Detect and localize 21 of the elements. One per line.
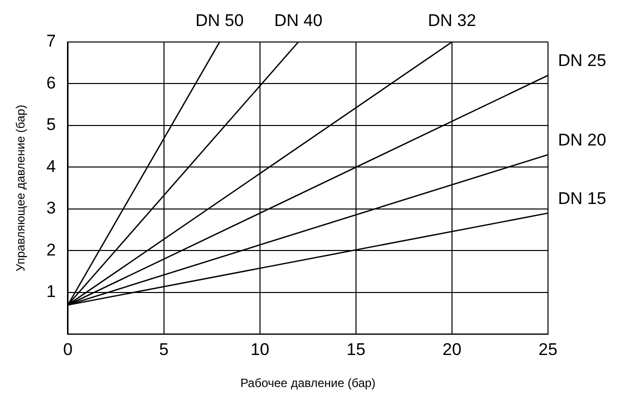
- series-label: DN 40: [274, 11, 322, 30]
- x-tick-label: 0: [63, 340, 73, 360]
- series-label: DN 50: [195, 11, 244, 30]
- y-tick-label: 5: [46, 115, 56, 134]
- x-tick-label: 20: [442, 340, 462, 360]
- x-tick-label: 15: [346, 340, 366, 360]
- series-label: DN 15: [558, 188, 606, 208]
- y-tick-label: 1: [46, 282, 56, 302]
- series-label: DN 20: [558, 130, 606, 150]
- x-tick-label: 10: [250, 340, 270, 360]
- series-label: DN 32: [428, 11, 476, 30]
- x-tick-label: 25: [538, 340, 558, 360]
- x-axis-title: Рабочее давление (бар): [240, 376, 376, 390]
- y-tick-label: 6: [46, 73, 56, 92]
- y-tick-label: 2: [46, 240, 56, 260]
- y-tick-label: 3: [46, 198, 56, 218]
- y-tick-label: 4: [46, 156, 56, 176]
- y-axis-title: Управляющее давление (бар): [14, 104, 28, 272]
- series-label: DN 25: [558, 51, 606, 70]
- y-tick-label: 7: [46, 32, 56, 51]
- x-tick-label: 5: [159, 340, 169, 360]
